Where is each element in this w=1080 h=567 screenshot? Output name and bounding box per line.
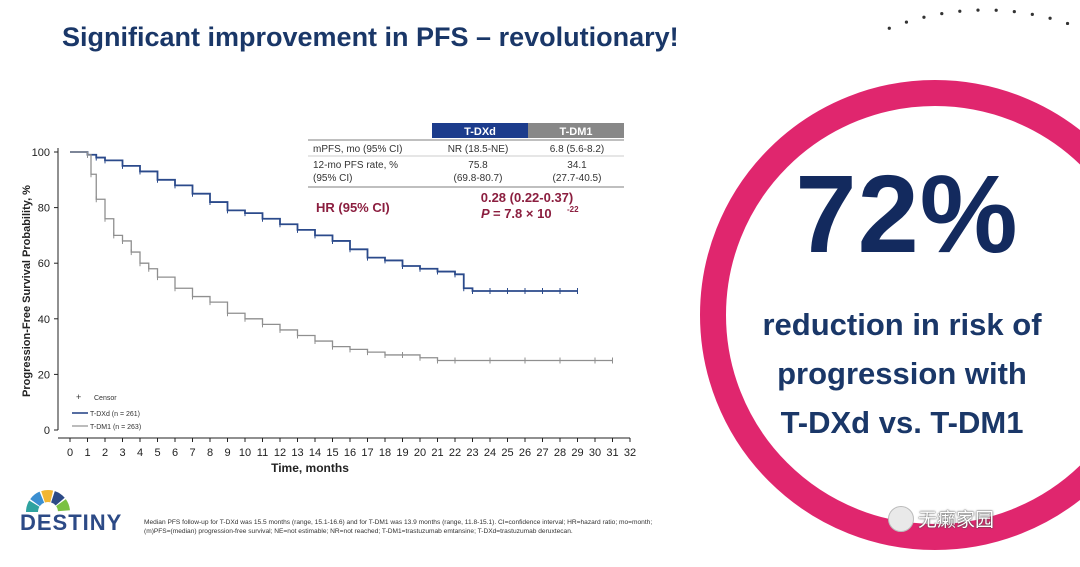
reduction-line-1: reduction in risk of (762, 307, 1042, 342)
decor-dot (904, 20, 909, 24)
x-tick-label: 6 (172, 447, 178, 459)
x-tick-label: 18 (379, 447, 391, 459)
p-value: = 7.8 × 10 (493, 206, 552, 221)
reduction-percent: 72% (795, 153, 1019, 276)
tdm1-mpfs: 6.8 (5.6-8.2) (550, 144, 604, 155)
y-axis-label: Progression-Free Survival Probability, % (21, 185, 33, 397)
x-tick-label: 14 (309, 447, 321, 459)
x-tick-label: 13 (291, 447, 303, 459)
legend-tdm1-label: T-DM1 (n = 263) (90, 424, 141, 431)
x-tick-label: 20 (414, 447, 426, 459)
tdxd-mpfs: NR (18.5-NE) (448, 144, 509, 155)
x-tick-label: 22 (449, 447, 461, 459)
x-tick-label: 30 (589, 447, 601, 459)
slide-title: Significant improvement in PFS – revolut… (62, 22, 679, 52)
hr-value: 0.28 (0.22-0.37) (481, 190, 574, 205)
decor-dot (1065, 21, 1070, 26)
reduction-line-2: progression with (777, 356, 1027, 391)
y-tick-label: 60 (38, 258, 50, 270)
x-tick-label: 16 (344, 447, 356, 459)
x-axis-label: Time, months (271, 461, 349, 475)
destiny-logo: DESTINY (20, 510, 123, 535)
y-tick-label: 80 (38, 203, 50, 215)
x-tick-label: 32 (624, 447, 636, 459)
y-tick-label: 40 (38, 314, 50, 326)
x-tick-label: 19 (396, 447, 408, 459)
x-tick-label: 31 (606, 447, 618, 459)
decor-dot (940, 12, 944, 16)
y-tick-label: 0 (44, 425, 50, 437)
hr-label: HR (95% CI) (316, 200, 390, 215)
tdm1-curve (70, 151, 613, 362)
tdxd-pfs-ci: (69.8-80.7) (454, 173, 503, 184)
x-tick-label: 23 (466, 447, 478, 459)
tdm1-header: T-DM1 (560, 126, 593, 138)
legend-tdxd-label: T-DXd (n = 261) (90, 411, 140, 418)
x-tick-label: 12 (274, 447, 286, 459)
x-tick-label: 17 (361, 447, 373, 459)
x-tick-label: 3 (119, 447, 125, 459)
decor-dot (1048, 16, 1052, 20)
x-tick-label: 21 (431, 447, 443, 459)
x-tick-label: 4 (137, 447, 143, 459)
decor-dot (922, 15, 926, 19)
logo-fan-segment (41, 489, 54, 512)
tdm1-pfs-ci: (27.7-40.5) (553, 173, 602, 184)
x-tick-label: 29 (571, 447, 583, 459)
y-tick-label: 100 (32, 147, 50, 159)
x-tick-label: 15 (326, 447, 338, 459)
y-tick-label: 20 (38, 369, 50, 381)
x-tick-label: 2 (102, 447, 108, 459)
tdxd-header-bg (432, 123, 528, 138)
pfs-rate-label: 12-mo PFS rate, % (313, 160, 398, 171)
x-tick-label: 26 (519, 447, 531, 459)
reduction-description: reduction in risk of progression with T-… (722, 300, 1080, 447)
legend-censor-symbol: + (76, 392, 81, 402)
decor-dot (1030, 12, 1034, 16)
p-label: P (481, 206, 490, 221)
decor-dot (1012, 10, 1016, 14)
x-tick-label: 28 (554, 447, 566, 459)
p-exponent: -22 (567, 205, 579, 214)
tdm1-header-bg (528, 123, 624, 138)
watermark-text: 无癞家园 (918, 510, 995, 531)
x-tick-label: 24 (484, 447, 496, 459)
x-tick-label: 7 (189, 447, 195, 459)
pfs-rate-ci-label: (95% CI) (313, 173, 352, 184)
decor-dot (994, 8, 998, 12)
decor-dot (958, 9, 962, 13)
logo-fan-center (38, 502, 58, 522)
tdxd-pfs-rate: 75.8 (468, 160, 488, 171)
x-tick-label: 9 (224, 447, 230, 459)
decor-dot (976, 8, 980, 12)
reduction-line-3: T-DXd vs. T-DM1 (780, 405, 1024, 440)
x-tick-label: 1 (84, 447, 90, 459)
x-tick-label: 0 (67, 447, 73, 459)
wechat-icon (888, 506, 914, 532)
x-tick-label: 27 (536, 447, 548, 459)
x-tick-label: 5 (154, 447, 160, 459)
legend-censor-label: Censor (94, 395, 117, 402)
footnote: Median PFS follow-up for T-DXd was 15.5 … (144, 519, 653, 535)
decor-dot (887, 26, 891, 30)
x-tick-label: 10 (239, 447, 251, 459)
tdxd-header: T-DXd (464, 126, 496, 138)
x-tick-label: 25 (501, 447, 513, 459)
tdm1-pfs-rate: 34.1 (567, 160, 587, 171)
x-tick-label: 11 (257, 447, 268, 459)
mpfs-label: mPFS, mo (95% CI) (313, 144, 402, 155)
x-tick-label: 8 (207, 447, 213, 459)
